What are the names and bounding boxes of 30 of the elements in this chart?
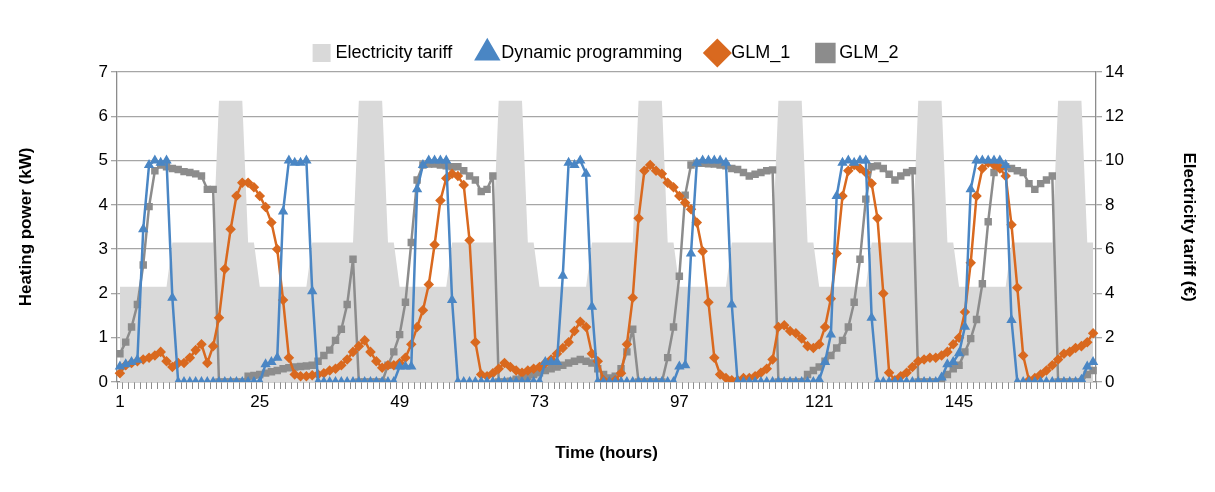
y-tick-label: 6 [98, 105, 108, 125]
y-tick-label: 1 [98, 327, 108, 347]
y2-tick-label: 12 [1105, 105, 1124, 125]
y2-tick-label: 0 [1105, 371, 1115, 391]
x-tick-label: 49 [390, 391, 410, 411]
x-tick-label: 25 [250, 391, 270, 411]
y2-tick-label: 14 [1105, 61, 1124, 81]
legend-label: GLM_2 [839, 41, 899, 63]
legend-label: GLM_1 [731, 41, 791, 63]
y-tick-label: 0 [98, 371, 108, 391]
x-tick-label: 97 [669, 391, 689, 411]
y2-tick-label: 6 [1105, 238, 1115, 258]
y2-axis-title: Electricity tariff (€) [1180, 152, 1200, 302]
x-axis-title: Time (hours) [555, 443, 658, 463]
y-tick-label: 2 [98, 283, 108, 303]
y-tick-label: 7 [98, 61, 108, 81]
legend-label: Dynamic programming [501, 41, 683, 62]
y2-tick-label: 10 [1105, 150, 1124, 170]
y-axis-title: Heating power (kW) [15, 147, 35, 307]
x-tick-label: 121 [805, 391, 834, 411]
x-tick-label: 73 [530, 391, 549, 411]
y2-tick-label: 2 [1105, 327, 1115, 347]
y2-tick-label: 8 [1105, 194, 1115, 214]
x-tick-label: 145 [944, 391, 974, 411]
x-tick-label: 1 [115, 391, 125, 411]
y2-tick-label: 4 [1105, 283, 1115, 303]
y-tick-label: 4 [98, 194, 108, 214]
y-tick-label: 3 [98, 238, 108, 258]
y-tick-label: 5 [98, 150, 108, 170]
legend-label: Electricity tariff [335, 41, 454, 62]
